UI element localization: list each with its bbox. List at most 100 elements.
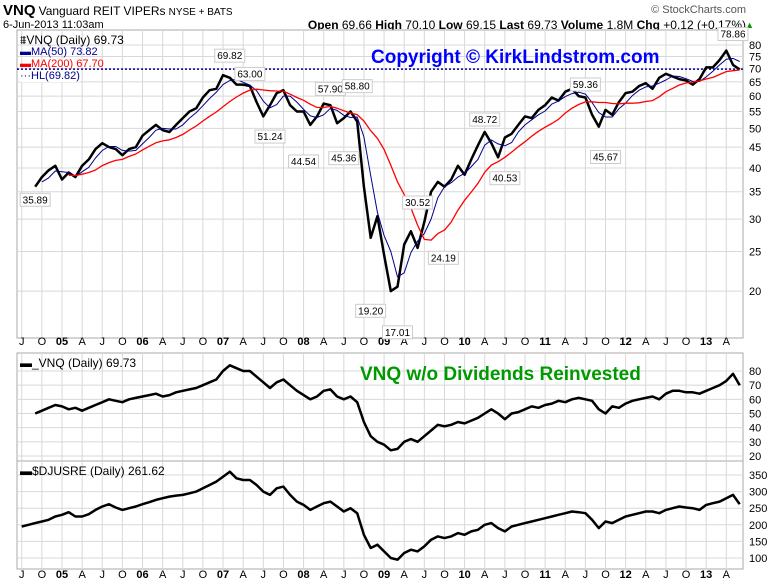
y-tick-label: 45 (749, 142, 761, 154)
price-annotation-box (569, 77, 601, 92)
x-tick-label: O (521, 336, 530, 348)
y-tick-label: 60 (749, 91, 761, 103)
y-tick-label: 20 (749, 286, 761, 298)
no-dividends-annotation: VNQ w/o Dividends Reinvested (360, 364, 641, 385)
source-credit: © StockCharts.com (651, 4, 746, 16)
panel-frame-0 (16, 29, 744, 339)
x-tick-label: J (422, 569, 428, 581)
x-tick-label: O (601, 569, 610, 581)
y-tick-label: 100 (749, 553, 767, 565)
x-tick-label: O (118, 336, 127, 348)
price-annotation: 48.72 (472, 115, 497, 126)
y-tick-label: 55 (749, 107, 761, 119)
x-tick-label: 13 (700, 569, 712, 581)
x-tick-label: A (642, 336, 650, 348)
y-tick-label: 150 (749, 536, 767, 548)
price-annotation: 44.54 (291, 157, 316, 168)
y-tick-label: 50 (749, 409, 761, 421)
price-annotation: 35.89 (23, 195, 48, 206)
x-tick-label: J (502, 569, 508, 581)
exchange: NYSE + BATS (168, 7, 233, 18)
y-tick-label: 40 (749, 423, 761, 435)
open-label: Open (307, 18, 339, 32)
x-tick-label: A (320, 569, 328, 581)
volume-label: Volume (560, 18, 604, 32)
copyright-watermark: Copyright © KirkLindstrom.com (371, 47, 660, 68)
y-tick-label: 20 (749, 451, 761, 463)
last-label: Last (499, 18, 525, 32)
y-tick-label: 300 (749, 487, 767, 499)
price-annotation: 19.20 (358, 306, 383, 317)
chart-date: 6-Jun-2013 11:03am (3, 19, 104, 31)
up-arrow-icon: ▲ (745, 20, 754, 30)
price-annotation-box (717, 27, 749, 42)
x-tick-label: A (562, 336, 570, 348)
x-tick-label: A (78, 569, 86, 581)
x-tick-label: 10 (458, 569, 470, 581)
x-tick-label: 07 (217, 569, 229, 581)
price-annotation-box (489, 171, 521, 186)
panel2-title: ▬_VNQ (Daily) 69.73 (20, 356, 137, 370)
y-tick-label: 80 (749, 40, 761, 52)
x-tick-label: J (261, 569, 267, 581)
x-tick-label: 13 (700, 336, 712, 348)
price-annotation-box (288, 154, 320, 169)
x-tick-label: O (118, 569, 127, 581)
x-tick-label: A (159, 569, 167, 581)
x-tick-label: A (78, 336, 86, 348)
x-tick-label: 06 (136, 569, 148, 581)
x-tick-label: 05 (56, 336, 68, 348)
x-tick-label: A (159, 336, 167, 348)
x-tick-label: 12 (620, 336, 632, 348)
y-tick-label: 50 (749, 123, 761, 135)
x-tick-label: 11 (539, 336, 551, 348)
y-tick-label: 65 (749, 77, 761, 89)
x-tick-label: J (100, 569, 106, 581)
symbol: VNQ (3, 2, 36, 19)
x-tick-label: J (19, 336, 25, 348)
x-tick-label: O (199, 569, 208, 581)
x-tick-label: A (401, 569, 409, 581)
x-tick-label: O (440, 569, 449, 581)
x-tick-label: J (180, 336, 186, 348)
djusre-line (21, 470, 741, 561)
y-tick-label: 250 (749, 503, 767, 515)
price-annotation: 17.01 (385, 328, 410, 339)
vnq-no-div-line (34, 364, 741, 452)
x-tick-label: O (38, 569, 47, 581)
x-tick-label: A (239, 569, 247, 581)
y-tick-label: 80 (749, 366, 761, 378)
main-panel-title: ⩩VNQ (Daily) 69.73 (20, 33, 124, 47)
price-annotation: 45.67 (593, 153, 618, 164)
low-value: 69.15 (465, 18, 497, 32)
volume-value: 1.8M (606, 18, 634, 32)
x-tick-label: J (663, 336, 669, 348)
price-annotation: 30.52 (405, 198, 430, 209)
x-tick-label: 11 (539, 569, 551, 581)
price-annotation: 78.86 (720, 30, 745, 41)
x-tick-label: O (682, 569, 691, 581)
y-tick-label: 70 (749, 64, 761, 76)
y-tick-label: 75 (749, 51, 761, 63)
panel-frame-2 (16, 460, 744, 570)
x-tick-label: J (261, 336, 267, 348)
x-tick-label: 10 (458, 336, 470, 348)
x-tick-label: A (320, 336, 328, 348)
x-tick-label: J (422, 336, 428, 348)
open-value: 69.66 (341, 18, 372, 32)
x-tick-label: 06 (136, 336, 148, 348)
quote-bar: Open 69.66 High 70.10 Low 69.15 Last 69.… (308, 18, 746, 32)
y-tick-label: 30 (749, 214, 761, 226)
price-annotation-box (19, 192, 51, 207)
y-tick-label: 70 (749, 380, 761, 392)
x-tick-label: 09 (378, 569, 390, 581)
x-tick-label: A (723, 569, 731, 581)
y-tick-label: 350 (749, 470, 767, 482)
y-tick-label: 30 (749, 437, 761, 449)
high-value: 70.10 (405, 18, 436, 32)
x-tick-label: O (360, 569, 369, 581)
x-tick-label: A (401, 336, 409, 348)
x-tick-label: J (180, 569, 186, 581)
x-tick-label: O (521, 569, 530, 581)
